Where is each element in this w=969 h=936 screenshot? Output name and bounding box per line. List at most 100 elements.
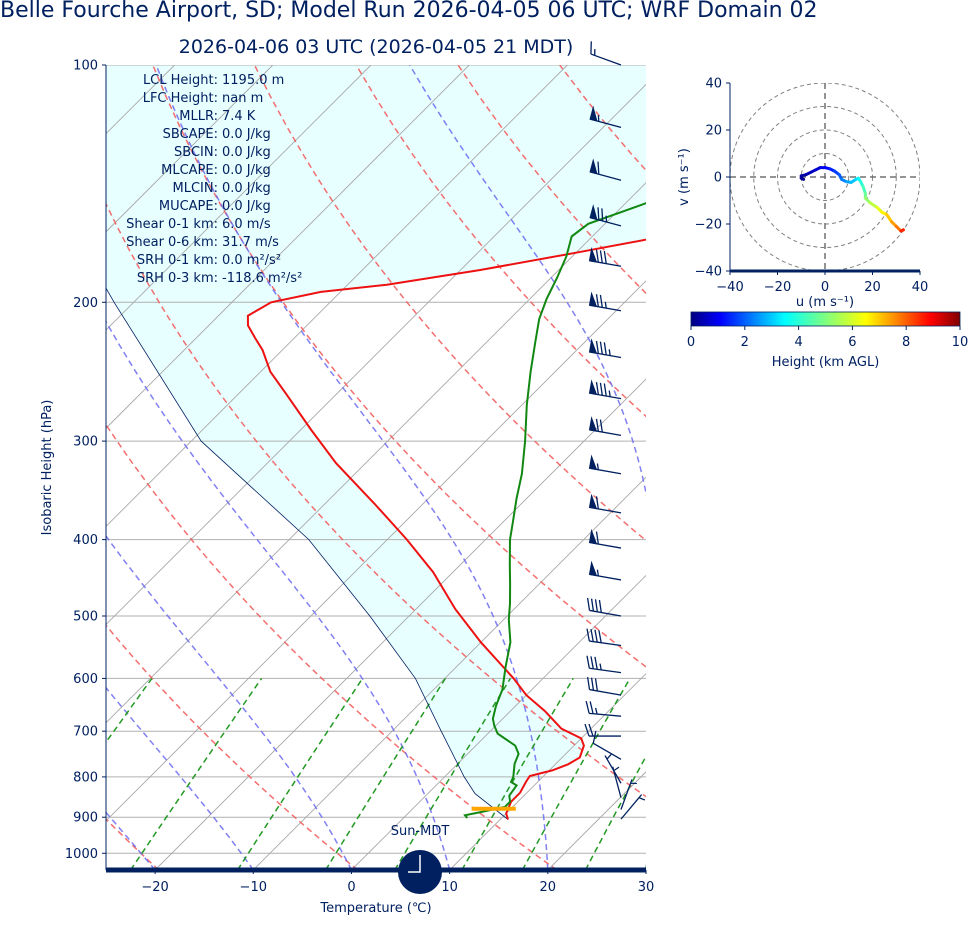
- barb-feather: [594, 656, 598, 670]
- moist-adiabat: [155, 65, 549, 870]
- mixing-ratio-lines: [106, 677, 646, 870]
- colorbar-tick-label: 6: [848, 335, 856, 350]
- stat-row: LFC Height: nan m: [108, 90, 302, 108]
- parcel-shading: [106, 65, 646, 820]
- isotherm-line: [106, 182, 646, 724]
- barb-flag: [588, 379, 598, 395]
- y-tick-label: 900: [73, 811, 98, 826]
- barb-feather: [592, 730, 597, 744]
- hodograph-ring: [753, 106, 897, 248]
- parcel-line: [106, 287, 509, 820]
- stat-row: MUCAPE: 0.0 J/kg: [108, 198, 302, 216]
- barb-feather: [598, 630, 602, 643]
- barb-feather: [599, 250, 603, 264]
- barb-feather: [599, 419, 603, 433]
- mixing-ratio-line: [236, 677, 364, 870]
- barb-staff: [612, 766, 622, 798]
- isotherm-line: [106, 65, 568, 528]
- dewpoint-line: [463, 202, 646, 819]
- mixing-ratio-line: [129, 677, 263, 870]
- stat-row: Shear 0-6 km: 31.7 m/s: [108, 234, 302, 252]
- hodograph-x-tick-label: 0: [821, 280, 829, 295]
- barb-staff: [620, 779, 633, 810]
- stat-value: 31.7 m/s: [222, 235, 279, 250]
- stat-label: Shear 0-6 km:: [126, 235, 218, 250]
- mixing-ratio-line: [106, 677, 153, 744]
- stat-row: MLLR: 7.4 K: [108, 108, 302, 126]
- chart-subtitle: 2026-04-06 03 UTC (2026-04-05 21 MDT): [178, 36, 574, 58]
- barb-half-feather: [608, 349, 611, 356]
- stat-row: SRH 0-1 km: 0.0 m²/s²: [108, 252, 302, 270]
- colorbar-gradient: [690, 311, 961, 327]
- moist-adiabats: [106, 65, 646, 870]
- y-tick-label: 400: [73, 533, 98, 548]
- hodograph-plot-area: [730, 83, 920, 271]
- isotherm-line: [351, 574, 646, 870]
- barb-flag: [588, 493, 598, 510]
- barb-flag: [589, 105, 598, 122]
- barb-feather: [595, 496, 599, 510]
- stat-value: 0.0 m²/s²: [222, 253, 282, 268]
- stat-row: MLCIN: 0.0 J/kg: [108, 180, 302, 198]
- wind-barb: [588, 246, 622, 267]
- isotherm-line: [744, 65, 969, 870]
- stat-row: SBCIN: 0.0 J/kg: [108, 144, 302, 162]
- colorbar-tick-label: 4: [794, 335, 802, 350]
- stat-value: 1195.0 m: [222, 73, 285, 88]
- x-tick-label: 10: [441, 880, 458, 895]
- barb-half-feather: [613, 766, 620, 772]
- stat-value: 0.0 J/kg: [222, 163, 271, 178]
- barb-flag: [588, 560, 598, 577]
- dry-adiabat: [152, 65, 646, 668]
- stat-value: 7.4 K: [222, 109, 256, 124]
- barb-flag: [588, 338, 598, 354]
- x-axis-label: Temperature (℃): [319, 901, 431, 916]
- dry-adiabat: [763, 65, 969, 870]
- barb-flag: [588, 246, 598, 263]
- y-tick-label: 300: [73, 435, 98, 450]
- barb-flag: [589, 158, 598, 175]
- barb-feather: [595, 340, 599, 354]
- hodograph-x-tick-label: −40: [716, 280, 743, 295]
- stat-row: LCL Height: 1195.0 m: [108, 72, 302, 90]
- stat-value: nan m: [222, 91, 264, 106]
- barb-staff: [620, 794, 643, 820]
- wind-barb: [588, 338, 622, 359]
- barb-feather: [594, 629, 598, 643]
- skewt-axes: 1000 900 800 700 600 500 400 300 200 100 −20 −10 0 10…: [40, 59, 654, 917]
- stat-label: MLCAPE:: [161, 163, 218, 178]
- wind-barb: [592, 730, 622, 760]
- wind-barb: [588, 560, 622, 581]
- wind-barb: [588, 379, 622, 400]
- dry-adiabat: [106, 202, 646, 798]
- isotherm-line: [106, 65, 274, 233]
- x-tick-label: −20: [141, 880, 168, 895]
- isotherm-line: [106, 65, 372, 331]
- wind-barb: [589, 158, 622, 181]
- stat-row: SRH 0-3 km: -118.6 m²/s²: [108, 270, 302, 288]
- hodograph-y-tick-label: −40: [695, 265, 722, 280]
- wind-barb: [586, 676, 622, 696]
- y-tick-label: 100: [73, 59, 98, 74]
- barb-feather: [595, 382, 599, 395]
- moist-adiabat: [106, 686, 254, 870]
- barb-feather: [597, 207, 600, 220]
- stat-value: 0.0 J/kg: [222, 199, 271, 214]
- barb-feather: [603, 251, 607, 264]
- wind-barb: [586, 628, 622, 647]
- barb-feather: [590, 598, 595, 612]
- barb-feather: [595, 531, 599, 545]
- barb-feather: [603, 342, 607, 356]
- stat-label: SRH 0-3 km:: [136, 271, 218, 286]
- moist-adiabat: [106, 811, 156, 870]
- barb-staff: [592, 742, 622, 760]
- stat-label: SRH 0-1 km:: [136, 253, 218, 268]
- barb-feather: [590, 677, 595, 691]
- colorbar-tick-label: 0: [687, 335, 695, 350]
- y-axis-label: Isobaric Height (hPa): [40, 400, 55, 536]
- x-tick-label: 0: [347, 880, 355, 895]
- barb-feather: [586, 655, 590, 669]
- barb-staff: [589, 640, 622, 647]
- stat-label: LFC Height:: [142, 91, 218, 106]
